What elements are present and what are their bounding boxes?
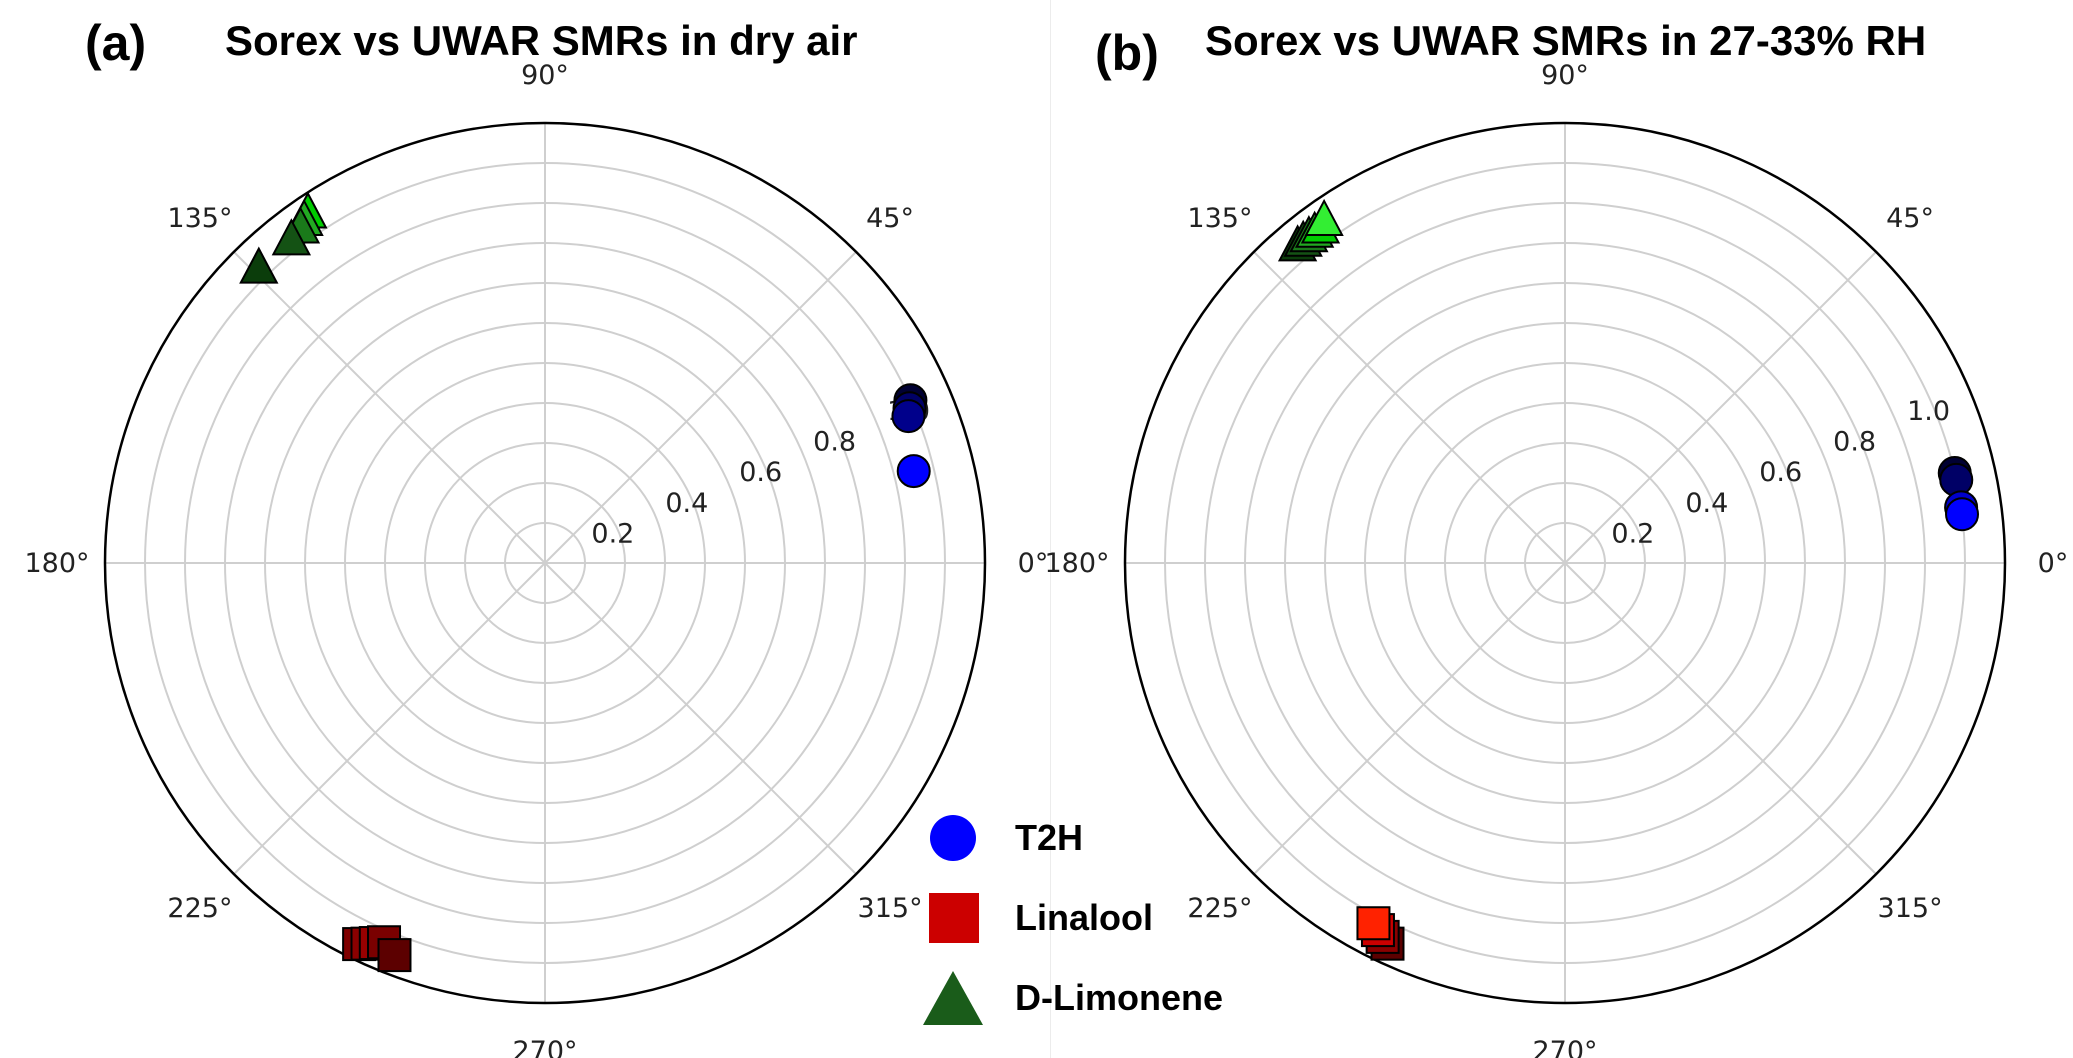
radial-tick-label-b-5: 1.0 — [1907, 396, 1950, 427]
data-point-b-t2h-4 — [1945, 497, 1980, 532]
legend-label-d-limonene: D-Limonene — [1015, 977, 1224, 1018]
data-point-a-d-limonene-4 — [271, 218, 312, 256]
polar-frame-b — [1123, 121, 2007, 1005]
angular-gridline-b-315 — [1564, 562, 1877, 875]
radial-tick-label-b-1: 0.2 — [1611, 518, 1654, 549]
radial-tick-label-a-4: 0.8 — [813, 427, 856, 458]
angular-gridline-a-315 — [544, 562, 857, 875]
angle-tick-label-a-315: 315° — [858, 893, 923, 924]
legend-marker-t2h — [930, 815, 976, 861]
angular-gridline-a-135 — [233, 251, 546, 564]
angle-tick-label-b-135: 135° — [1187, 203, 1252, 234]
angle-tick-label-b-270: 270° — [1532, 1036, 1597, 1058]
panel-b-title: Sorex vs UWAR SMRs in 27-33% RH — [1205, 17, 1927, 64]
angle-tick-label-b-0: 0° — [2038, 548, 2069, 579]
panel-a-label: (a) — [85, 15, 147, 71]
angle-tick-label-a-270: 270° — [512, 1036, 577, 1058]
data-point-a-linalool-5 — [377, 938, 412, 973]
legend-label-linalool: Linalool — [1015, 897, 1153, 938]
data-point-a-d-limonene-5 — [239, 246, 279, 284]
legend-item-linalool: Linalool — [915, 885, 1275, 955]
angle-tick-label-b-225: 225° — [1187, 893, 1252, 924]
data-point-b-t2h-2 — [1939, 462, 1974, 497]
angle-tick-label-a-0: 0° — [1018, 548, 1049, 579]
angular-gridline-b-135 — [1253, 251, 1566, 564]
data-point-b-linalool-4 — [1356, 906, 1391, 941]
radial-tick-label-b-2: 0.4 — [1685, 488, 1728, 519]
legend-label-t2h: T2H — [1015, 817, 1084, 858]
angle-tick-label-a-90: 90° — [521, 60, 569, 91]
angle-tick-label-a-225: 225° — [167, 893, 232, 924]
radial-tick-label-a-2: 0.4 — [665, 488, 708, 519]
angle-tick-label-b-90: 90° — [1541, 60, 1589, 91]
angular-gridline-b-225 — [1253, 562, 1566, 875]
angular-gridline-b-45 — [1564, 251, 1877, 564]
legend-marker-d-limonene — [923, 971, 983, 1025]
legend-marker-linalool — [929, 893, 979, 943]
angle-tick-label-b-315: 315° — [1878, 893, 1943, 924]
radial-tick-label-b-3: 0.6 — [1759, 457, 1802, 488]
data-point-a-t2h-3 — [891, 399, 926, 434]
angular-gridline-a-45 — [544, 251, 857, 564]
panel-divider — [1050, 0, 1051, 1058]
radial-tick-label-a-3: 0.6 — [739, 457, 782, 488]
data-point-a-t2h-4 — [896, 454, 931, 489]
legend-item-t2h: T2H — [915, 805, 1275, 875]
panel-b-label: (b) — [1095, 25, 1159, 81]
radial-tick-label-a-1: 0.2 — [591, 518, 634, 549]
angle-tick-label-a-180: 180° — [24, 548, 89, 579]
angle-tick-label-b-45: 45° — [1886, 203, 1934, 234]
legend: T2H Linalool D-Limonene — [915, 805, 1275, 1035]
angle-tick-label-a-135: 135° — [167, 203, 232, 234]
angle-tick-label-a-45: 45° — [866, 203, 914, 234]
panel-a-title: Sorex vs UWAR SMRs in dry air — [225, 17, 858, 64]
angle-tick-label-b-180: 180° — [1044, 548, 1109, 579]
radial-tick-label-b-4: 0.8 — [1833, 427, 1876, 458]
angular-gridline-a-225 — [233, 562, 546, 875]
polar-frame-a — [103, 121, 987, 1005]
legend-item-d-limonene: D-Limonene — [915, 965, 1275, 1035]
data-point-b-d-limonene-6 — [1304, 198, 1344, 236]
